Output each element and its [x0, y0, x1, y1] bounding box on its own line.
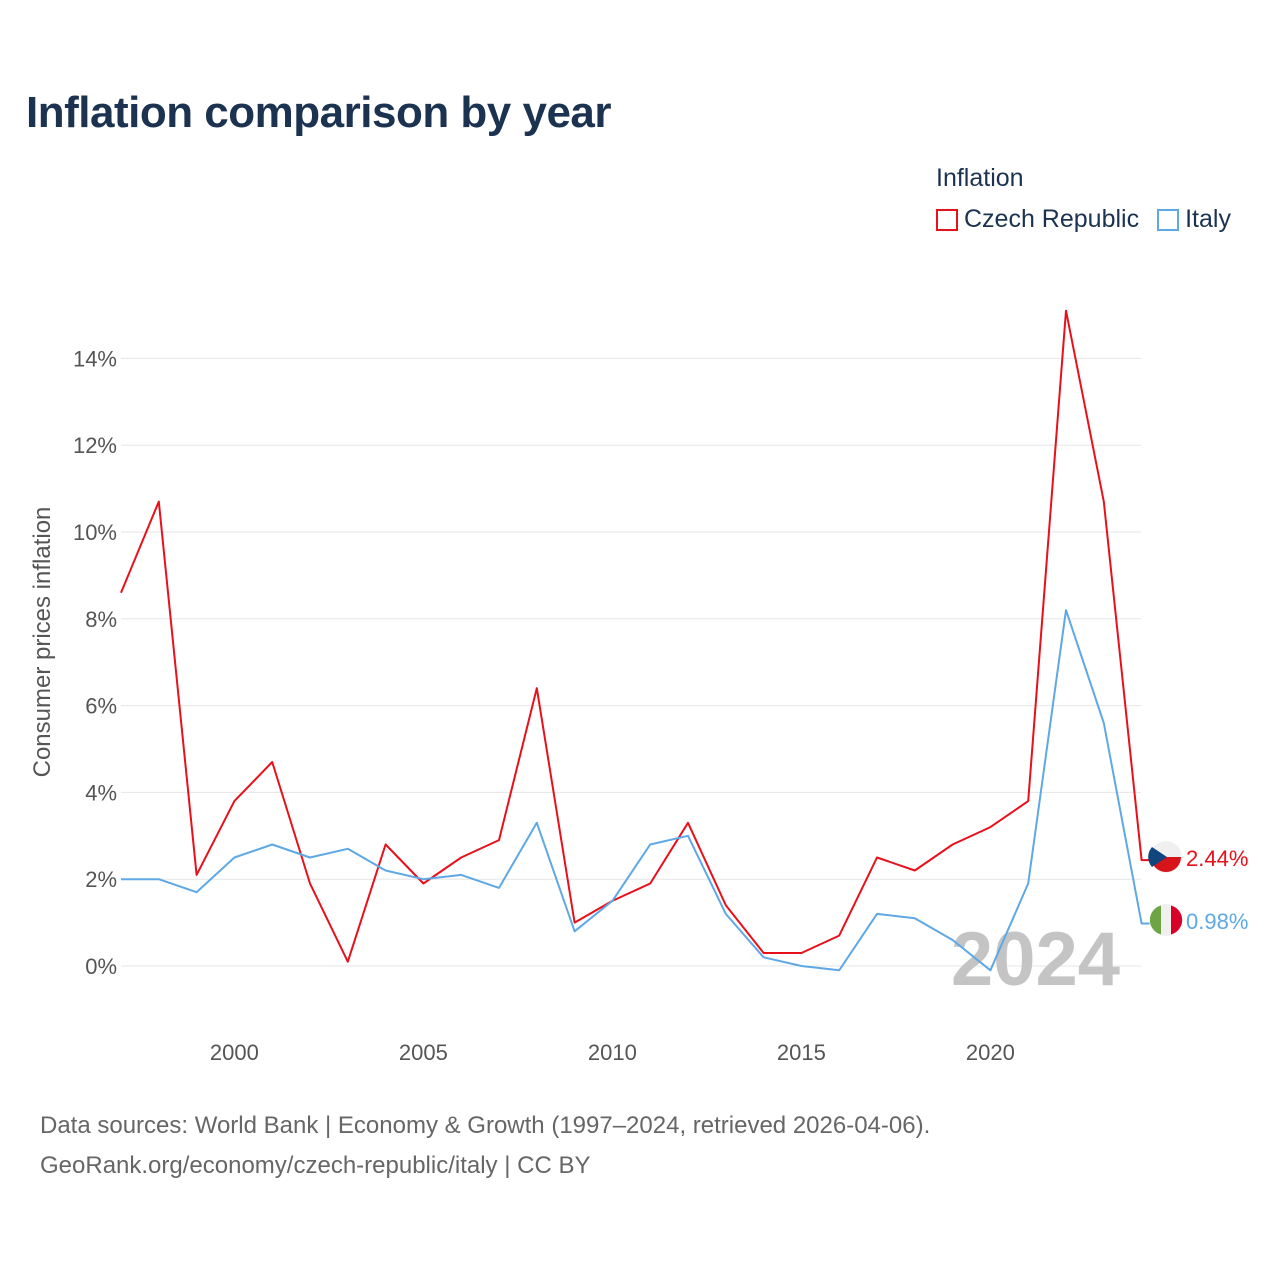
gridlines — [121, 357, 1141, 967]
x-tick-label: 2005 — [399, 1040, 448, 1065]
chart-title: Inflation comparison by year — [26, 88, 612, 137]
y-axis-ticks: 0% 2% 4% 6% 8% 10% 12% 14% — [73, 346, 117, 979]
y-tick-label: 10% — [73, 520, 117, 545]
series-line-italy[interactable] — [121, 609, 1150, 972]
footer-link[interactable]: GeoRank.org/economy/czech-republic/italy… — [40, 1152, 591, 1179]
x-tick-label: 2015 — [777, 1040, 826, 1065]
y-axis-label: Consumer prices inflation — [29, 507, 56, 778]
series-line-czech-republic[interactable] — [120, 309, 1150, 963]
y-tick-label: 4% — [85, 780, 117, 805]
legend-label-czech-republic: Czech Republic — [964, 205, 1140, 233]
x-tick-label: 2000 — [210, 1040, 259, 1065]
legend-item-italy[interactable]: Italy — [1157, 205, 1231, 234]
flag-czech-republic-icon — [1148, 841, 1182, 873]
end-markers: 2.44% 0.98% — [1148, 841, 1248, 936]
legend-swatch-italy — [1157, 208, 1180, 231]
end-label-italy: 0.98% — [1186, 909, 1248, 934]
y-tick-label: 12% — [73, 433, 117, 458]
legend: Czech Republic Italy — [936, 205, 1249, 234]
y-tick-label: 14% — [73, 346, 117, 371]
series-lines — [120, 309, 1150, 972]
y-tick-label: 8% — [85, 607, 117, 632]
legend-label-italy: Italy — [1185, 205, 1231, 233]
y-tick-label: 6% — [85, 694, 117, 719]
flag-italy-icon — [1149, 904, 1183, 936]
legend-title: Inflation — [936, 164, 1024, 192]
x-tick-label: 2020 — [966, 1040, 1015, 1065]
x-tick-label: 2010 — [588, 1040, 637, 1065]
y-tick-label: 0% — [85, 954, 117, 979]
x-axis-ticks: 2000 2005 2010 2015 2020 — [210, 1040, 1015, 1065]
legend-item-czech-republic[interactable]: Czech Republic — [936, 205, 1139, 234]
legend-swatch-czech-republic — [936, 208, 958, 231]
end-label-czech-republic: 2.44% — [1186, 846, 1248, 871]
footer-sources: Data sources: World Bank | Economy & Gro… — [40, 1112, 931, 1139]
year-watermark: 2024 — [951, 917, 1120, 1002]
y-tick-label: 2% — [85, 867, 117, 892]
footer: Data sources: World Bank | Economy & Gro… — [40, 1106, 930, 1186]
